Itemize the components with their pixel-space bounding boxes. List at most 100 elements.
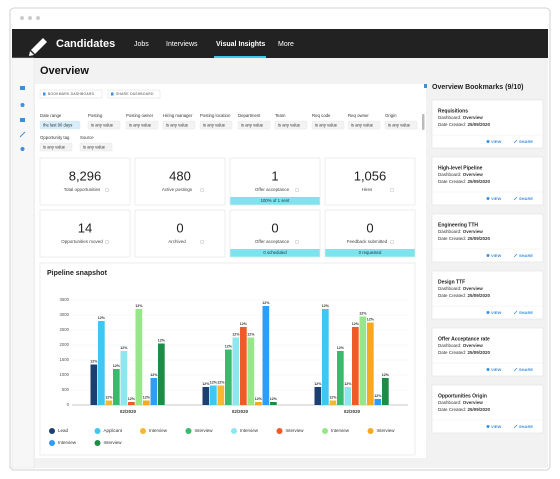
- view-icon: [486, 197, 490, 200]
- filter-pill[interactable]: [162, 120, 196, 130]
- filter-value[interactable]: is any value: [91, 122, 114, 127]
- view-button[interactable]: VIEW: [491, 310, 501, 315]
- legend-label[interactable]: Interview: [286, 428, 305, 433]
- share-button[interactable]: SHARE: [519, 310, 533, 315]
- bookmark-meta: Date Created: 25/09/2020: [438, 236, 491, 241]
- nav-item[interactable]: Interviews: [166, 41, 198, 48]
- legend-swatch[interactable]: [94, 428, 101, 434]
- sidebar-icon[interactable]: [19, 131, 26, 138]
- action-label[interactable]: SHARE DASHBOARD: [116, 92, 154, 96]
- legend-swatch[interactable]: [94, 440, 101, 446]
- filter-pill[interactable]: [274, 120, 308, 130]
- filter-value[interactable]: is any value: [388, 122, 411, 127]
- filter-pill[interactable]: [79, 142, 113, 152]
- legend-label[interactable]: Lead: [58, 428, 69, 433]
- legend-label[interactable]: Interview: [58, 440, 77, 445]
- share-button[interactable]: SHARE: [519, 139, 533, 144]
- view-button[interactable]: VIEW: [491, 139, 501, 144]
- filter-pill[interactable]: [347, 120, 381, 130]
- filter-pill[interactable]: [125, 120, 159, 130]
- legend-swatch[interactable]: [231, 428, 237, 434]
- legend-swatch[interactable]: [185, 428, 192, 434]
- legend-swatch[interactable]: [276, 428, 283, 434]
- bar-label: 12%: [382, 373, 390, 377]
- legend-label[interactable]: Interview: [240, 428, 259, 433]
- filter-pill[interactable]: [39, 120, 81, 130]
- view-button[interactable]: VIEW: [491, 196, 501, 201]
- bookmark-card: [431, 270, 544, 320]
- action-icon: [111, 92, 114, 96]
- legend-swatch[interactable]: [49, 428, 55, 434]
- filter-value[interactable]: is any value: [351, 122, 374, 127]
- nav-item[interactable]: Jobs: [134, 41, 149, 48]
- bar-label: 12%: [337, 346, 345, 350]
- sidebar-icon[interactable]: [20, 103, 25, 107]
- bookmark-card: [431, 156, 544, 206]
- bar: [382, 378, 389, 405]
- meta-value: Overview: [463, 229, 484, 234]
- filter-value[interactable]: is any value: [203, 122, 226, 127]
- sidebar-icon[interactable]: [20, 86, 25, 90]
- filter-value[interactable]: is any value: [129, 122, 152, 127]
- kpi-label: Total opportunities: [64, 187, 101, 192]
- bookmark-meta: Date Created: 25/09/2020: [438, 350, 491, 355]
- filter-label: Hiring manager: [163, 113, 193, 118]
- filter-pill[interactable]: [87, 120, 121, 130]
- nav-item[interactable]: More: [278, 41, 294, 48]
- legend-swatch[interactable]: [140, 428, 146, 434]
- action-button[interactable]: [107, 89, 161, 99]
- y-tick-label: 2500: [59, 327, 69, 332]
- bar-label: 12%: [367, 317, 375, 321]
- filter-pill[interactable]: [311, 120, 345, 130]
- filter-label: Source: [80, 135, 94, 140]
- info-icon: [295, 239, 300, 244]
- filter-pill[interactable]: [237, 120, 271, 130]
- window-dot: [28, 16, 32, 20]
- legend-label[interactable]: Interview: [149, 428, 168, 433]
- filter-pill[interactable]: [384, 120, 418, 130]
- share-button[interactable]: SHARE: [519, 424, 533, 429]
- filter-value[interactable]: is any value: [241, 122, 264, 127]
- filter-value[interactable]: is any value: [278, 122, 301, 127]
- share-button[interactable]: SHARE: [519, 196, 533, 201]
- kpi-label: Archived: [168, 239, 186, 244]
- share-icon: [513, 424, 518, 429]
- legend-label[interactable]: Applicant: [104, 428, 123, 433]
- bar: [240, 327, 247, 405]
- view-icon: [486, 311, 490, 314]
- filter-value[interactable]: is any value: [166, 122, 189, 127]
- filter-value[interactable]: the last 90 days: [43, 122, 72, 127]
- bar: [374, 399, 382, 405]
- legend-label[interactable]: Interview: [377, 428, 396, 433]
- legend-label[interactable]: Interview: [331, 428, 350, 433]
- sidebar-icon[interactable]: [20, 147, 25, 151]
- view-button[interactable]: VIEW: [491, 424, 501, 429]
- view-button[interactable]: VIEW: [491, 367, 501, 372]
- filter-pill[interactable]: [199, 120, 233, 130]
- filter-value[interactable]: is any value: [83, 144, 106, 149]
- sidebar-icon[interactable]: [20, 118, 25, 122]
- kpi-value: 1: [271, 168, 278, 183]
- bookmark-name: Design TTF: [438, 279, 465, 285]
- action-label[interactable]: BOOKMARK DASHBOARD: [48, 92, 95, 96]
- legend-label[interactable]: Interview: [195, 428, 214, 433]
- chart-title: Pipeline snapshot: [47, 270, 108, 277]
- bar: [337, 351, 344, 405]
- share-button[interactable]: SHARE: [519, 253, 533, 258]
- bar: [359, 316, 367, 405]
- legend-swatch[interactable]: [322, 428, 328, 434]
- window-dot: [20, 16, 24, 20]
- filter-pill[interactable]: [39, 142, 73, 152]
- legend-label[interactable]: Interview: [104, 440, 123, 445]
- bar-label: 12%: [352, 322, 360, 326]
- legend-swatch[interactable]: [49, 440, 55, 446]
- nav-item[interactable]: Visual Insights: [216, 41, 265, 48]
- legend-swatch[interactable]: [367, 428, 374, 434]
- view-button[interactable]: VIEW: [491, 253, 501, 258]
- filter-value[interactable]: is any value: [315, 122, 338, 127]
- action-button[interactable]: [39, 89, 103, 99]
- filter-label: Opportunity tag: [40, 135, 70, 140]
- filter-label: Department: [238, 113, 261, 118]
- share-button[interactable]: SHARE: [519, 367, 533, 372]
- filter-value[interactable]: is any value: [43, 144, 66, 149]
